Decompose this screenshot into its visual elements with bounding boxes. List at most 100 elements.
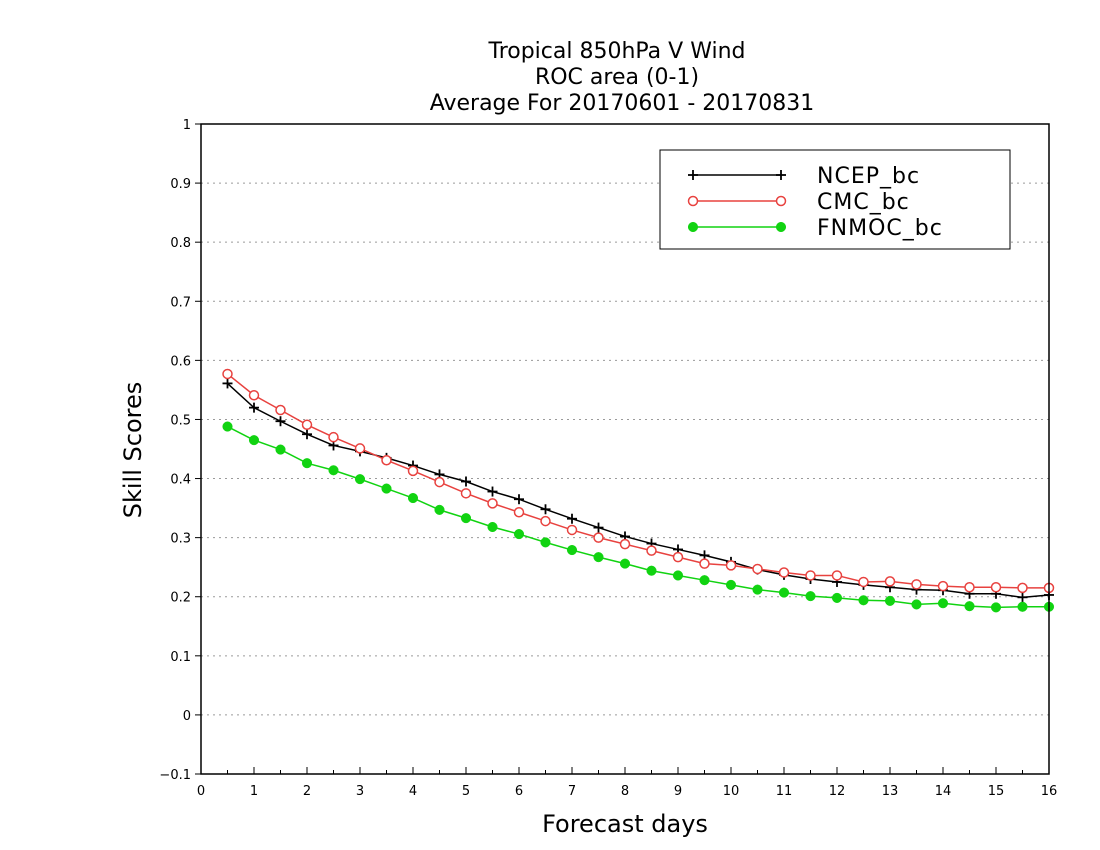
data-point-ncep-bc <box>275 416 286 427</box>
legend-entry-ncep-bc: NCEP_bc <box>688 164 920 189</box>
x-tick-label: 4 <box>409 784 417 799</box>
data-point-cmc-bc <box>381 454 392 466</box>
x-tick-label: 0 <box>197 784 205 799</box>
series-layer <box>222 368 1055 613</box>
data-point-cmc-bc <box>487 498 498 509</box>
legend-marker-start <box>687 221 699 233</box>
data-point-cmc-bc <box>434 476 445 488</box>
data-point-cmc-bc <box>248 389 260 401</box>
data-point-ncep-bc <box>514 494 524 505</box>
data-point-cmc-bc <box>805 570 816 581</box>
data-point-cmc-bc <box>222 368 233 380</box>
data-point-cmc-bc <box>752 563 763 575</box>
data-point-fnmoc-bc <box>937 598 949 609</box>
y-tick-label: 0.1 <box>170 650 191 665</box>
legend-marker-start <box>688 170 698 180</box>
data-point-fnmoc-bc <box>990 602 1002 613</box>
data-point-fnmoc-bc <box>619 558 631 569</box>
y-tick-label: 0.7 <box>170 295 191 310</box>
data-point-fnmoc-bc <box>699 575 710 586</box>
data-point-fnmoc-bc <box>911 599 922 610</box>
data-point-ncep-bc <box>302 429 312 440</box>
data-point-cmc-bc <box>301 419 313 431</box>
data-point-fnmoc-bc <box>354 474 366 485</box>
series-line-cmc-bc <box>227 373 1049 589</box>
data-point-fnmoc-bc <box>566 544 578 556</box>
data-point-fnmoc-bc <box>381 483 392 494</box>
y-tick-label: 0.4 <box>170 473 191 488</box>
series-fnmoc-bc <box>222 421 1055 613</box>
plot-frame <box>200 123 1050 775</box>
chart-subtitle-period: Average For 20170601 - 20170831 <box>430 91 815 116</box>
x-tick-label: 16 <box>1041 784 1058 799</box>
legend-entry-fnmoc-bc: FNMOC_bc <box>687 216 942 241</box>
data-point-cmc-bc <box>672 551 684 563</box>
data-point-fnmoc-bc <box>248 435 260 446</box>
data-point-cmc-bc <box>275 404 286 416</box>
x-tick-label: 5 <box>462 784 470 799</box>
x-tick-label: 6 <box>515 784 523 799</box>
data-point-fnmoc-bc <box>540 537 551 548</box>
x-tick-label: 1 <box>250 784 258 799</box>
y-tick-label: 0.6 <box>170 354 191 369</box>
data-point-fnmoc-bc <box>275 444 286 455</box>
x-tick-label: 15 <box>988 784 1005 799</box>
y-tick-label: 0.3 <box>170 532 191 547</box>
data-point-cmc-bc <box>566 524 578 536</box>
legend-marker-end <box>775 195 787 207</box>
legend-entry-cmc-bc: CMC_bc <box>687 190 910 215</box>
data-point-ncep-bc <box>487 486 498 497</box>
x-tick-label: 9 <box>674 784 682 799</box>
y-axis-ticks: −0.1 0 0.1 0.2 0.3 0.4 0.5 0.6 0.7 0.8 0.9 1 <box>159 118 201 783</box>
data-point-fnmoc-bc <box>301 458 313 469</box>
x-tick-label: 3 <box>356 784 364 799</box>
data-point-cmc-bc <box>1017 582 1028 594</box>
data-point-cmc-bc <box>937 580 949 592</box>
data-point-fnmoc-bc <box>752 584 763 595</box>
data-point-cmc-bc <box>407 465 419 477</box>
data-point-cmc-bc <box>646 545 657 556</box>
data-point-cmc-bc <box>460 488 472 499</box>
data-point-fnmoc-bc <box>646 565 657 576</box>
data-point-fnmoc-bc <box>222 421 233 432</box>
data-point-ncep-bc <box>1017 592 1028 603</box>
data-point-cmc-bc <box>513 506 525 518</box>
data-point-cmc-bc <box>884 576 896 587</box>
legend-marker-end <box>776 170 786 180</box>
data-point-fnmoc-bc <box>725 579 737 590</box>
series-line-fnmoc-bc <box>227 425 1049 609</box>
data-point-fnmoc-bc <box>487 521 498 533</box>
y-tick-label: 0 <box>183 709 191 724</box>
data-point-ncep-bc <box>461 476 471 487</box>
data-point-cmc-bc <box>619 538 631 550</box>
data-point-fnmoc-bc <box>513 529 525 540</box>
data-point-fnmoc-bc <box>593 552 604 563</box>
data-point-ncep-bc <box>540 504 551 515</box>
data-point-cmc-bc <box>964 582 975 593</box>
x-tick-label: 2 <box>303 784 311 799</box>
data-point-cmc-bc <box>778 567 790 578</box>
data-point-cmc-bc <box>593 532 604 543</box>
x-tick-label: 12 <box>829 784 846 799</box>
legend-label: CMC_bc <box>817 190 910 215</box>
data-point-ncep-bc <box>249 402 259 413</box>
x-tick-label: 11 <box>776 784 793 799</box>
y-tick-label: 0.5 <box>170 413 191 428</box>
data-point-fnmoc-bc <box>884 595 896 606</box>
data-point-cmc-bc <box>911 579 922 590</box>
data-point-fnmoc-bc <box>831 592 843 603</box>
data-point-cmc-bc <box>858 576 869 588</box>
x-axis-label: Forecast days <box>542 810 708 838</box>
y-tick-label: 0.8 <box>170 236 191 251</box>
x-tick-label: 10 <box>723 784 740 799</box>
x-tick-label: 8 <box>621 784 629 799</box>
y-tick-label: 0.2 <box>170 591 191 606</box>
legend-label: NCEP_bc <box>817 164 920 189</box>
data-point-fnmoc-bc <box>805 591 816 602</box>
data-point-cmc-bc <box>990 582 1002 593</box>
data-point-fnmoc-bc <box>778 587 790 598</box>
data-point-cmc-bc <box>699 558 710 569</box>
